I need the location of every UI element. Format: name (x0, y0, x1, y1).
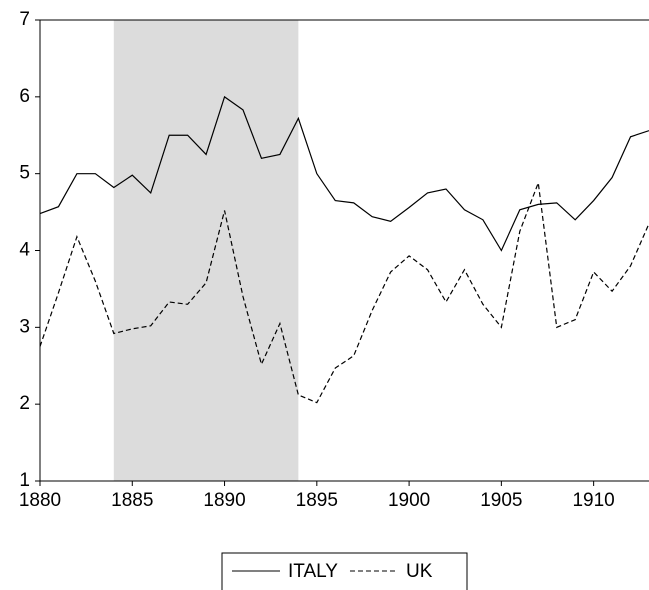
legend-label: UK (406, 561, 433, 582)
series-line (39, 182, 649, 404)
y-tick-label: 3 (19, 316, 30, 337)
legend-box (221, 552, 468, 590)
shaded-period (113, 20, 299, 481)
x-tick-label: 1890 (203, 490, 245, 511)
x-tick-label: 1905 (480, 490, 522, 511)
y-tick-label: 5 (19, 163, 30, 184)
x-tick-label: 1900 (388, 490, 430, 511)
y-tick-label: 4 (19, 240, 30, 261)
x-tick-label: 1880 (19, 490, 61, 511)
y-tick-label: 2 (19, 393, 30, 414)
y-tick-label: 7 (19, 9, 30, 30)
x-tick-label: 1885 (111, 490, 153, 511)
x-tick-label: 1910 (572, 490, 614, 511)
x-tick-label: 1895 (296, 490, 338, 511)
series-line (39, 95, 649, 252)
y-tick-label: 1 (19, 470, 30, 491)
y-tick-label: 6 (19, 86, 30, 107)
legend-label: ITALY (288, 561, 338, 582)
